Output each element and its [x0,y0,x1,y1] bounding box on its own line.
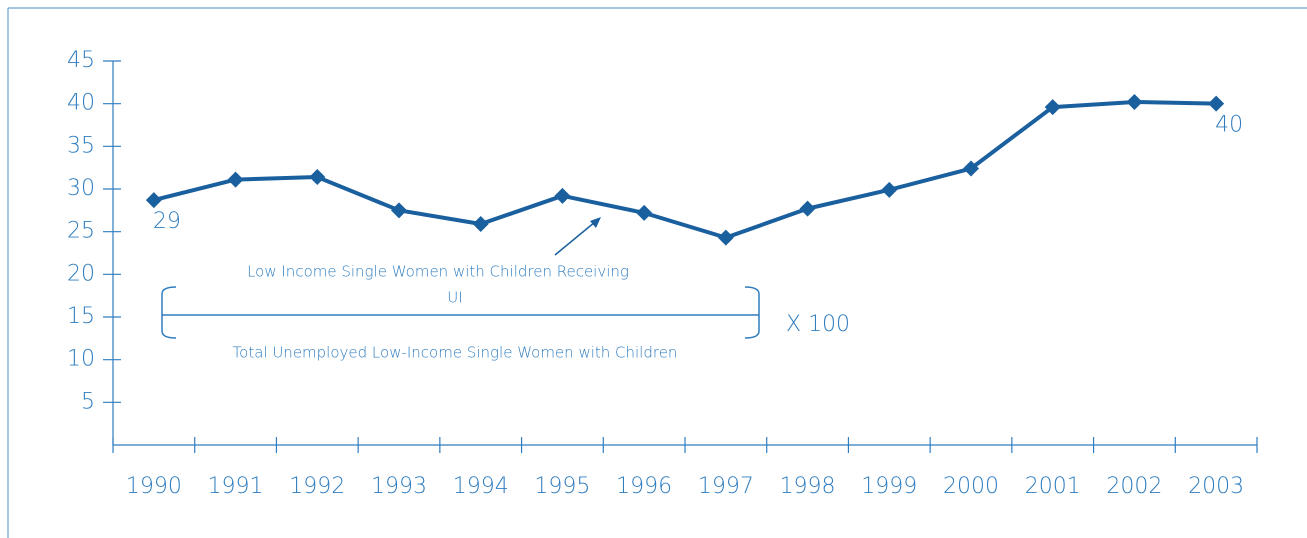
data-point [1208,95,1225,112]
x-tick-label: 2000 [943,474,999,499]
data-point [1044,99,1061,116]
y-tick-label: 15 [67,304,95,329]
x-tick-label: 1992 [289,474,345,499]
data-label: 29 [153,209,181,234]
x-tick-label: 1995 [534,474,590,499]
numerator-line: Low Income Single Women with Children Re… [247,263,629,281]
data-point [963,160,979,177]
y-tick-label: 10 [67,347,95,372]
x-tick-label: 2002 [1106,474,1162,499]
x-tick-label: 1997 [698,474,754,499]
data-point [717,229,734,246]
data-point [881,181,898,198]
multiplier: X 100 [786,312,850,337]
data-point [1126,93,1143,110]
annotation-arrow [554,221,596,256]
x-tick-label: 1993 [371,474,427,499]
data-point [799,200,816,217]
arrow-head [590,217,601,228]
data-point [636,204,653,221]
data-point [309,169,326,186]
x-tick-label: 1991 [208,474,264,499]
data-point [472,215,489,232]
x-tick-label: 1996 [616,474,672,499]
bracket-left [161,286,177,339]
data-label: 40 [1215,113,1243,138]
y-tick-label: 20 [67,261,95,286]
x-tick-label: 1999 [861,474,917,499]
x-tick-label: 1990 [126,474,182,499]
y-tick-label: 30 [67,176,95,201]
data-line [153,99,1217,240]
bracket-right [744,286,760,339]
y-tick-label: 5 [81,389,95,414]
numerator-line: UI [447,289,462,307]
y-tick-label: 35 [67,133,95,158]
x-tick-label: 1998 [780,474,836,499]
data-point [227,171,244,188]
y-tick-label: 45 [67,48,95,73]
x-tick-label: 1994 [453,474,509,499]
x-tick-label: 2003 [1188,474,1244,499]
x-tick-label: 2001 [1025,474,1081,499]
data-point [554,187,571,204]
y-tick-label: 25 [67,219,95,244]
denominator: Total Unemployed Low-Income Single Women… [233,344,678,362]
data-point [391,202,407,219]
y-tick-label: 40 [67,91,95,116]
data-point [145,192,162,209]
